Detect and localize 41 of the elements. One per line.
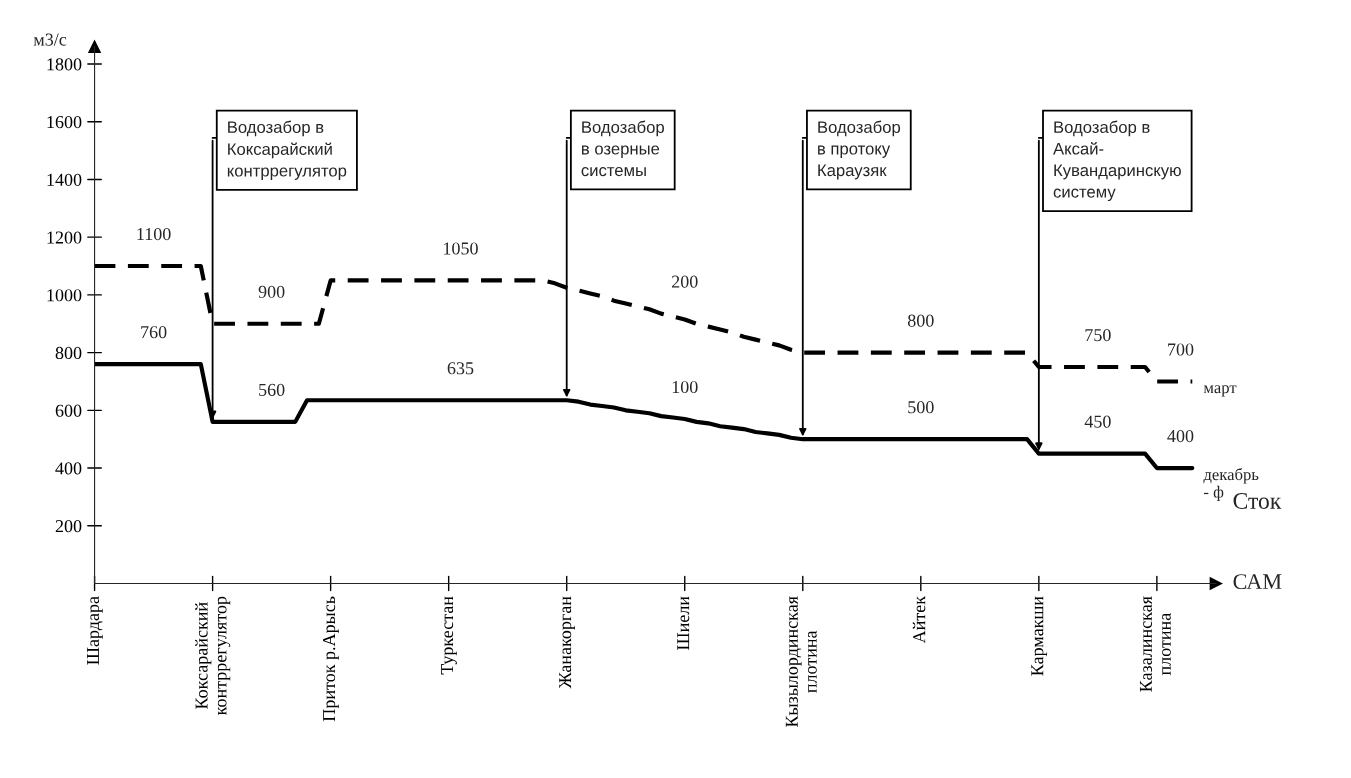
data-label: 800 bbox=[907, 314, 934, 327]
x-tick-label: Кызылординская плотина bbox=[785, 596, 817, 728]
data-label: 500 bbox=[908, 401, 934, 414]
data-label: 750 bbox=[1085, 328, 1111, 342]
annotation: 100 bbox=[672, 380, 698, 394]
data-label: 560 bbox=[259, 383, 285, 396]
y-tick-label: 800 bbox=[55, 346, 82, 360]
annotation: Водозабор в Коксарайский контррегулятор bbox=[227, 120, 347, 180]
annotation: Водозабор в озерные системы bbox=[581, 120, 664, 177]
data-label: 635 bbox=[447, 362, 474, 375]
x-tick-label: Шиели bbox=[677, 596, 690, 651]
y-axis-title: м3/с bbox=[33, 33, 67, 46]
x-tick-label: Туркестан bbox=[441, 596, 457, 675]
x-tick-label: Казалинская плотина bbox=[1139, 596, 1171, 692]
y-tick-label: 1000 bbox=[47, 289, 82, 302]
y-tick-label: 1600 bbox=[47, 115, 82, 129]
data-label: 450 bbox=[1084, 415, 1111, 428]
x-tick-label: Айтек bbox=[912, 595, 926, 644]
series-label: март bbox=[1203, 385, 1237, 397]
data-label: 400 bbox=[1167, 429, 1194, 443]
y-tick-label: 1200 bbox=[47, 231, 82, 244]
x-axis-title: САМ bbox=[1233, 574, 1282, 590]
y-tick-label: 1800 bbox=[47, 58, 82, 71]
y-tick-label: 600 bbox=[55, 404, 82, 417]
text: Сток bbox=[1233, 493, 1282, 509]
annotation: 200 bbox=[671, 275, 698, 288]
y-tick-label: 200 bbox=[55, 520, 82, 533]
data-label: 760 bbox=[141, 326, 167, 339]
x-tick-label: Шардара bbox=[87, 596, 103, 665]
data-label: 1100 bbox=[137, 227, 171, 241]
annotation: Водозабор в протоку Караузяк bbox=[818, 120, 901, 180]
y-tick-label: 400 bbox=[55, 462, 82, 475]
data-label: 1050 bbox=[444, 242, 478, 255]
y-tick-label: 1400 bbox=[47, 173, 82, 186]
annotation: Водозабор в Аксай- Кувандаринскую систему bbox=[1053, 120, 1181, 202]
data-label: 700 bbox=[1168, 343, 1194, 356]
x-tick-label: Жанакорган bbox=[559, 596, 575, 689]
data-label: 900 bbox=[258, 285, 285, 298]
x-tick-label: Приток р.Арысь bbox=[323, 596, 339, 722]
x-tick-label: Коксарайский контррегулятор bbox=[195, 596, 231, 716]
x-tick-label: Кармакши bbox=[1031, 596, 1048, 676]
